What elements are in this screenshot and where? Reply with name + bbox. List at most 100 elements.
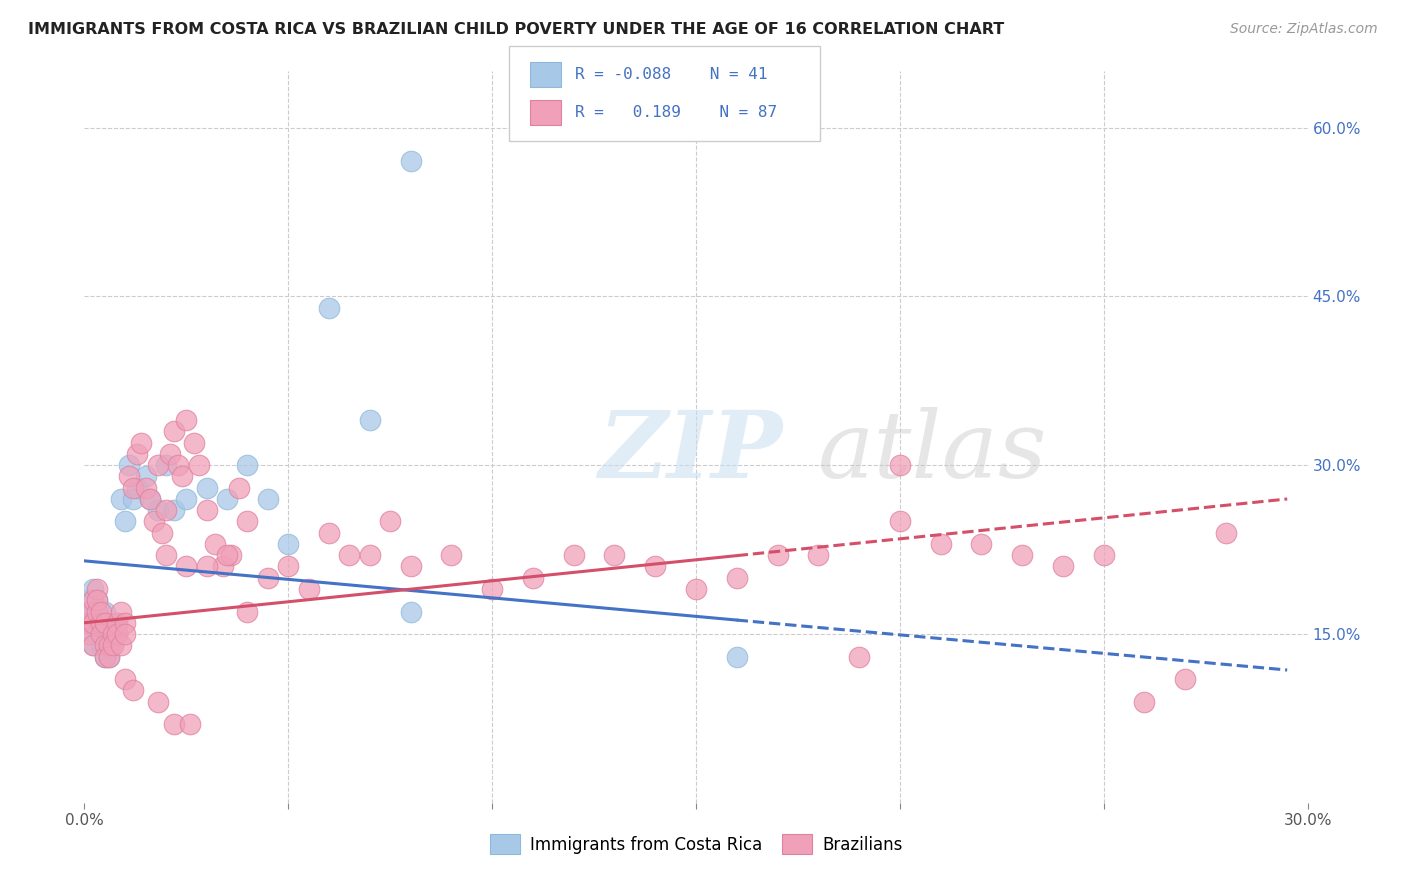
Point [114, 627, 136, 641]
Point [110, 491, 132, 506]
Point [163, 425, 186, 439]
Point [228, 481, 250, 495]
Point [138, 491, 160, 506]
Point [277, 537, 299, 551]
Point [127, 447, 149, 461]
Point [603, 548, 626, 562]
Point [339, 548, 361, 562]
Point [155, 503, 177, 517]
Point [97, 638, 120, 652]
Point [807, 548, 830, 562]
Point [1052, 559, 1074, 574]
Point [90, 605, 112, 619]
Point [257, 571, 280, 585]
Point [725, 649, 748, 664]
Point [82, 593, 104, 607]
Point [195, 503, 218, 517]
Point [644, 559, 666, 574]
Point [82, 615, 104, 630]
Point [82, 627, 104, 641]
Point [86, 605, 108, 619]
Point [82, 638, 104, 652]
Point [82, 638, 104, 652]
Point [174, 491, 197, 506]
Point [101, 627, 124, 641]
Point [522, 571, 544, 585]
Point [77, 615, 100, 630]
Point [114, 615, 136, 630]
Point [217, 548, 239, 562]
Point [114, 672, 136, 686]
Point [236, 458, 259, 473]
Point [146, 458, 169, 473]
Point [86, 582, 108, 596]
Text: R = -0.088    N = 41: R = -0.088 N = 41 [575, 67, 768, 81]
Point [101, 638, 124, 652]
Point [127, 481, 149, 495]
Point [183, 435, 205, 450]
Point [174, 559, 197, 574]
Point [399, 154, 422, 169]
Point [1133, 694, 1156, 708]
Point [685, 582, 707, 596]
Text: atlas: atlas [818, 407, 1047, 497]
Point [97, 649, 120, 664]
Point [380, 515, 402, 529]
Point [172, 469, 194, 483]
Point [159, 447, 181, 461]
Point [138, 491, 160, 506]
Point [889, 458, 911, 473]
Point [195, 559, 218, 574]
Point [122, 683, 145, 698]
Point [142, 515, 165, 529]
Point [77, 605, 100, 619]
Text: IMMIGRANTS FROM COSTA RICA VS BRAZILIAN CHILD POVERTY UNDER THE AGE OF 16 CORREL: IMMIGRANTS FROM COSTA RICA VS BRAZILIAN … [28, 22, 1004, 37]
Point [217, 491, 239, 506]
Point [97, 638, 120, 652]
Point [86, 615, 108, 630]
Point [135, 469, 157, 483]
Point [167, 458, 190, 473]
Point [174, 413, 197, 427]
Point [236, 605, 259, 619]
Point [146, 503, 169, 517]
Point [86, 593, 108, 607]
Point [481, 582, 503, 596]
Point [101, 638, 124, 652]
Point [318, 301, 340, 315]
Point [212, 559, 235, 574]
Point [1011, 548, 1033, 562]
Point [359, 413, 381, 427]
Point [93, 649, 115, 664]
Point [105, 627, 128, 641]
Point [90, 638, 112, 652]
Point [195, 481, 218, 495]
Point [77, 605, 100, 619]
Point [90, 627, 112, 641]
Text: ZIP: ZIP [598, 407, 782, 497]
Point [122, 491, 145, 506]
Text: Source: ZipAtlas.com: Source: ZipAtlas.com [1230, 22, 1378, 37]
Point [86, 605, 108, 619]
Point [110, 638, 132, 652]
Point [105, 615, 128, 630]
Point [150, 525, 173, 540]
Point [725, 571, 748, 585]
Point [298, 582, 321, 596]
Point [118, 469, 141, 483]
Point [114, 515, 136, 529]
Point [90, 615, 112, 630]
Point [399, 605, 422, 619]
Point [318, 525, 340, 540]
Point [848, 649, 870, 664]
Point [77, 615, 100, 630]
Point [110, 605, 132, 619]
Point [77, 627, 100, 641]
Point [93, 605, 115, 619]
Point [1092, 548, 1115, 562]
Point [187, 458, 209, 473]
Point [970, 537, 993, 551]
Point [93, 615, 115, 630]
Point [122, 481, 145, 495]
Point [236, 515, 259, 529]
